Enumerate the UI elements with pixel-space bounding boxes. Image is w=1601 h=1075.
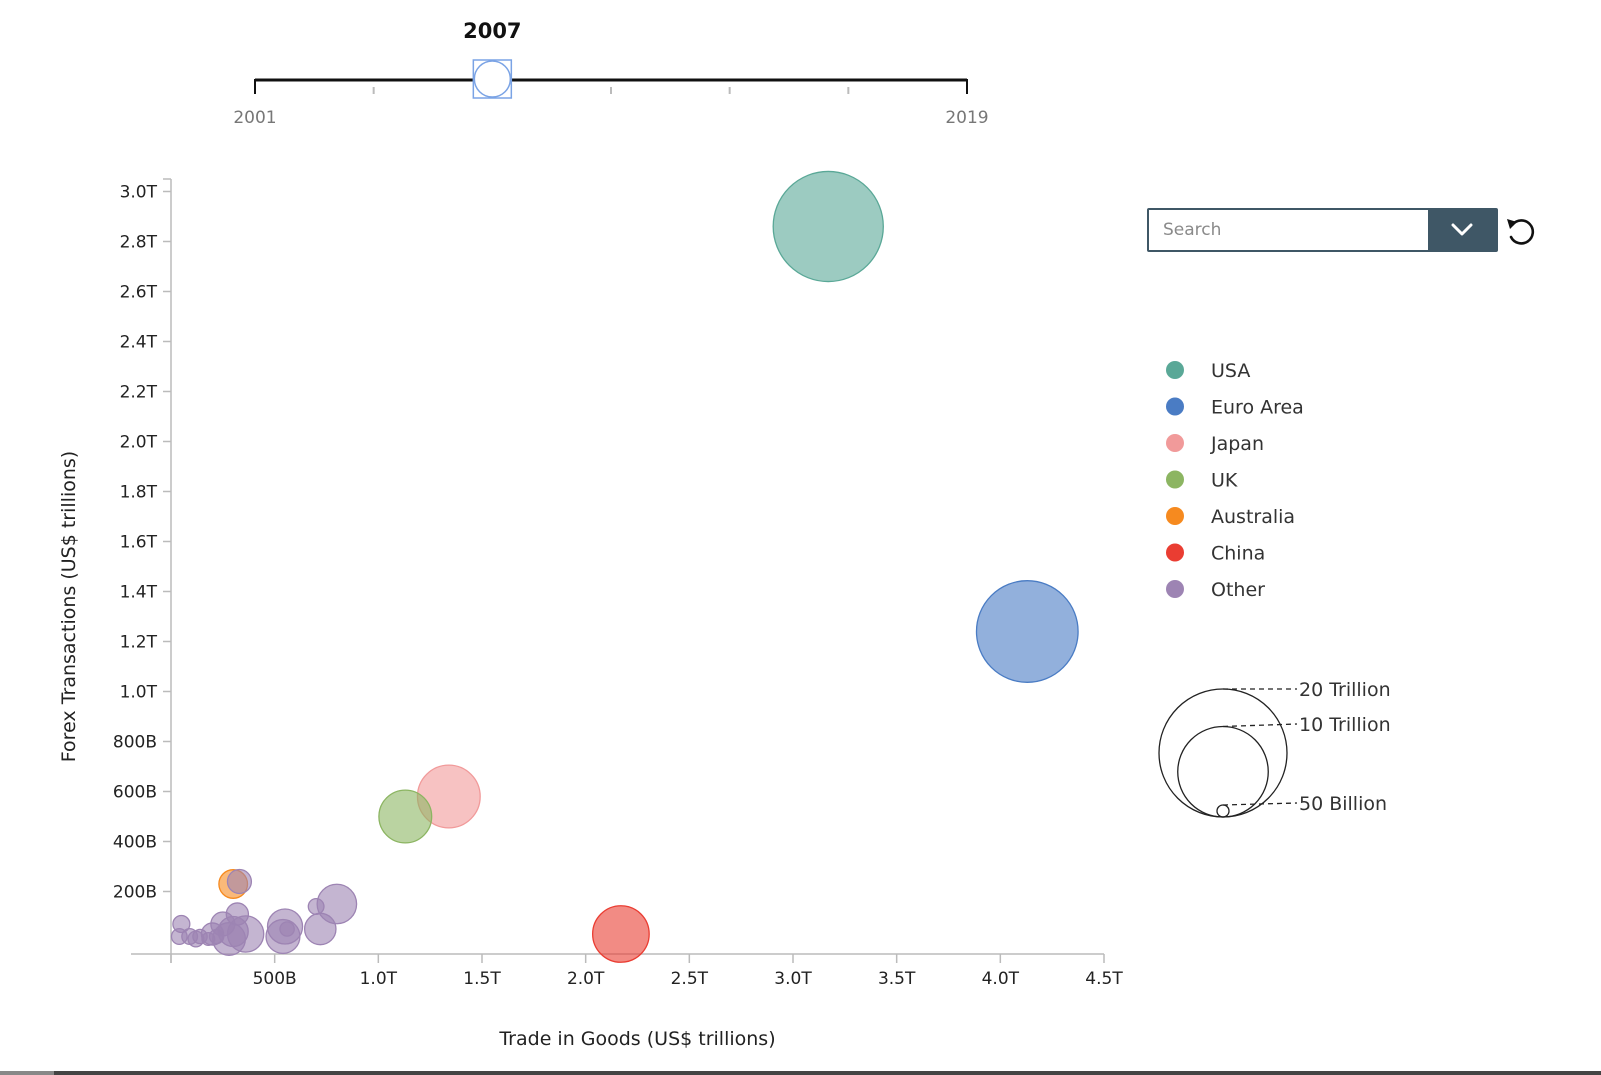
size-legend-circle — [1216, 804, 1230, 818]
bubble-other[interactable] — [201, 931, 216, 947]
bottom-scrollbar[interactable] — [0, 1071, 1601, 1075]
y-tick-label: 3.0T — [120, 183, 158, 203]
y-tick-label: 2.8T — [120, 233, 158, 253]
legend-swatch-australia — [1166, 507, 1184, 525]
y-tick-label: 200B — [113, 883, 157, 903]
x-tick-label: 3.0T — [774, 969, 812, 989]
y-tick-label: 2.2T — [120, 383, 158, 403]
y-tick-label: 1.6T — [120, 533, 158, 553]
bubble-usa[interactable] — [772, 170, 884, 283]
bubble-other[interactable] — [226, 868, 253, 895]
legend-swatch-china — [1166, 543, 1184, 562]
legend-label-australia[interactable]: Australia — [1211, 506, 1295, 528]
legend-label-euro-area[interactable]: Euro Area — [1211, 397, 1304, 419]
search-input[interactable] — [1149, 210, 1428, 250]
country-search — [1147, 208, 1498, 252]
chevron-down-icon — [1451, 223, 1473, 236]
legend-swatch-euro-area — [1166, 397, 1184, 416]
bubbles — [170, 170, 1079, 963]
legend-label-uk[interactable]: UK — [1211, 470, 1238, 492]
legend-label-usa[interactable]: USA — [1211, 360, 1250, 382]
legend-label-other[interactable]: Other — [1211, 579, 1265, 601]
x-tick-label: 2.5T — [671, 969, 709, 989]
bubble-china[interactable] — [592, 905, 650, 963]
x-tick-label: 4.0T — [982, 969, 1020, 989]
legend-label-china[interactable]: China — [1211, 543, 1265, 565]
bubble-other[interactable] — [170, 928, 188, 945]
reset-button[interactable] — [1503, 213, 1539, 249]
y-tick-label: 400B — [113, 833, 157, 853]
size-legend: 20 Trillion 10 Trillion 50 Billion — [1158, 679, 1391, 818]
y-tick-label: 1.4T — [120, 583, 158, 603]
bubble-other[interactable] — [279, 921, 295, 937]
legend-swatch-uk — [1166, 470, 1184, 489]
y-axis-title: Forex Transactions (US$ trillions) — [58, 451, 80, 762]
y-tick-label: 2.4T — [120, 333, 158, 353]
bubble-other[interactable] — [303, 912, 337, 946]
bubble-uk[interactable] — [378, 789, 433, 844]
bubble-other[interactable] — [225, 902, 250, 926]
reset-icon — [1507, 219, 1535, 245]
y-tick-label: 800B — [113, 733, 157, 753]
x-tick-label: 1.0T — [360, 969, 398, 989]
slider-start-label: 2001 — [233, 108, 276, 128]
slider-end-label: 2019 — [945, 108, 988, 128]
size-legend-circle — [1158, 688, 1288, 818]
x-tick-label: 4.5T — [1085, 969, 1123, 989]
size-legend-label: 20 Trillion — [1299, 679, 1391, 701]
slider-handle-focus[interactable] — [472, 59, 513, 99]
bubble-other[interactable] — [307, 898, 325, 915]
slider-handle[interactable] — [473, 60, 512, 98]
y-tick-label: 1.8T — [120, 483, 158, 503]
color-legend: USA Euro Area Japan UK Australia China Other — [1166, 360, 1304, 601]
dropdown-button[interactable] — [1428, 210, 1496, 250]
legend-swatch-other — [1166, 580, 1184, 598]
current-year-label: 2007 — [463, 19, 521, 43]
y-tick-label: 1.2T — [120, 633, 158, 653]
scrollbar-thumb[interactable] — [0, 1071, 54, 1075]
x-tick-label: 500B — [253, 969, 297, 989]
y-tick-label: 600B — [113, 783, 157, 803]
size-legend-label: 10 Trillion — [1299, 714, 1391, 736]
size-legend-leader — [1222, 802, 1298, 806]
size-legend-leader — [1222, 723, 1298, 728]
x-tick-label: 3.5T — [878, 969, 916, 989]
legend-swatch-japan — [1166, 434, 1184, 452]
y-tick-label: 1.0T — [120, 683, 158, 703]
x-axis-title: Trade in Goods (US$ trillions) — [498, 1028, 775, 1050]
chart-axes: 200B 400B 600B 800B 1.0T 1.2T 1.4T 1.6T 1.8T 2.0T… — [58, 178, 1123, 1050]
year-slider[interactable]: 2007 2001 2019 — [233, 19, 988, 128]
bubble-euro-area[interactable] — [975, 580, 1079, 683]
x-tick-label: 2.0T — [567, 969, 605, 989]
y-tick-label: 2.6T — [120, 283, 158, 303]
size-legend-circle — [1177, 725, 1269, 818]
legend-label-japan[interactable]: Japan — [1210, 433, 1264, 455]
y-tick-label: 2.0T — [120, 433, 158, 453]
x-tick-label: 1.5T — [463, 969, 501, 989]
size-legend-label: 50 Billion — [1299, 793, 1387, 815]
legend-swatch-usa — [1166, 361, 1184, 379]
